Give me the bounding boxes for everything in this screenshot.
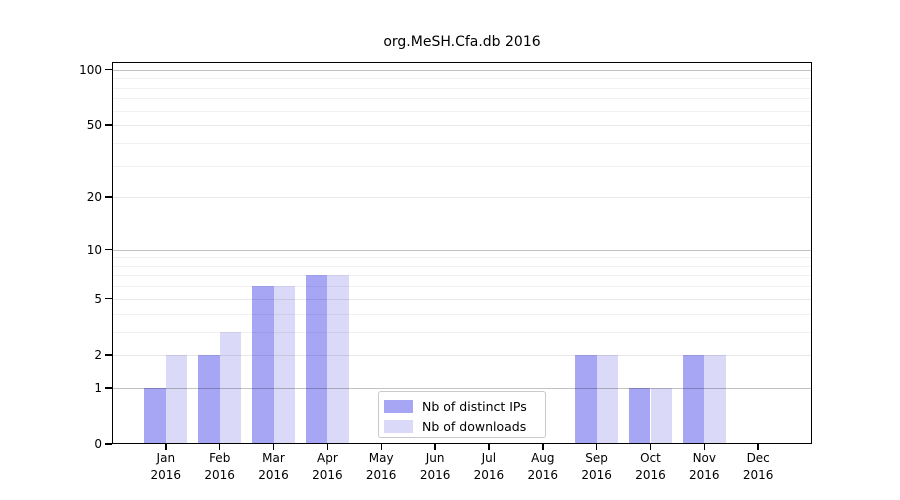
minor-gridline xyxy=(112,98,812,100)
x-axis-tick xyxy=(542,444,544,450)
y-axis-tick xyxy=(105,297,112,300)
bar-downloads xyxy=(273,286,295,444)
y-tick-label: 1 xyxy=(94,380,102,395)
y-tick-label: 50 xyxy=(86,118,102,133)
bar-downloads xyxy=(596,354,619,444)
x-tick-label: Nov 2016 xyxy=(689,451,720,482)
major-gridline xyxy=(112,125,812,127)
bar-downloads xyxy=(704,354,726,444)
bar-downloads xyxy=(327,275,349,444)
minor-gridline xyxy=(112,142,812,144)
y-axis-tick xyxy=(105,354,112,356)
x-tick-label: Feb 2016 xyxy=(204,451,235,482)
x-axis-tick xyxy=(703,444,706,450)
bar-distinct-ips xyxy=(628,387,651,444)
x-axis-tick xyxy=(488,444,490,450)
bar-distinct-ips xyxy=(575,354,597,444)
minor-gridline xyxy=(112,286,812,288)
legend-item-distinct-ips: Nb of distinct IPs xyxy=(384,397,545,416)
minor-gridline xyxy=(112,165,812,167)
bar-downloads xyxy=(165,354,188,444)
minor-gridline xyxy=(112,87,812,89)
bar-distinct-ips xyxy=(682,354,705,444)
major-gridline xyxy=(112,298,812,300)
x-tick-label: May 2016 xyxy=(365,451,397,482)
x-tick-label: Oct 2016 xyxy=(635,451,666,482)
x-tick-label: Jul 2016 xyxy=(473,451,505,482)
y-tick-label: 0 xyxy=(94,437,102,451)
x-tick-label: Jun 2016 xyxy=(419,451,451,482)
x-axis-tick xyxy=(326,444,329,450)
minor-gridline xyxy=(112,265,812,267)
y-tick-label: 100 xyxy=(79,62,102,77)
major-gridline xyxy=(112,387,812,389)
legend-label-distinct-ips: Nb of distinct IPs xyxy=(422,399,527,414)
y-axis-tick xyxy=(105,248,112,251)
minor-gridline xyxy=(112,275,812,277)
x-tick-label: Apr 2016 xyxy=(312,451,343,482)
bar-downloads xyxy=(219,331,242,444)
bar-downloads xyxy=(650,387,672,444)
y-axis-tick xyxy=(105,443,112,445)
minor-gridline xyxy=(112,110,812,112)
minor-gridline xyxy=(112,331,812,333)
x-tick-label: Jan 2016 xyxy=(150,451,182,482)
x-axis-tick xyxy=(434,444,436,450)
x-axis-tick xyxy=(595,444,598,450)
x-axis-tick xyxy=(165,444,167,450)
x-tick-label: Dec 2016 xyxy=(742,451,774,482)
x-axis-tick xyxy=(272,444,275,450)
minor-gridline xyxy=(112,78,812,80)
y-axis-tick xyxy=(105,124,112,126)
y-tick-label: 5 xyxy=(94,291,102,306)
y-axis-tick xyxy=(105,387,112,389)
legend-swatch-downloads xyxy=(384,420,413,433)
x-tick-label: Aug 2016 xyxy=(527,451,559,482)
y-axis-tick xyxy=(105,196,112,198)
y-axis-tick xyxy=(105,68,112,71)
y-tick-label: 2 xyxy=(94,347,102,362)
legend-label-downloads: Nb of downloads xyxy=(422,419,527,434)
chart-title: org.MeSH.Cfa.db 2016 xyxy=(383,34,541,50)
y-tick-label: 10 xyxy=(86,242,102,257)
bar-distinct-ips xyxy=(305,275,328,444)
x-axis-tick xyxy=(218,444,221,450)
y-tick-label: 20 xyxy=(86,190,102,205)
minor-gridline xyxy=(112,313,812,315)
x-axis-tick xyxy=(757,444,759,450)
minor-gridline xyxy=(112,257,812,259)
x-tick-label: Sep 2016 xyxy=(581,451,612,482)
major-gridline xyxy=(112,197,812,199)
major-gridline xyxy=(112,354,812,356)
legend-item-downloads: Nb of downloads xyxy=(384,417,545,436)
x-axis-tick xyxy=(380,444,382,450)
x-axis-tick xyxy=(649,444,652,450)
x-tick-label: Mar 2016 xyxy=(258,451,289,482)
bar-distinct-ips xyxy=(252,286,274,444)
legend: Nb of distinct IPs Nb of downloads xyxy=(378,391,546,438)
major-gridline xyxy=(112,249,812,251)
bar-distinct-ips xyxy=(144,387,166,444)
major-gridline xyxy=(112,69,812,71)
legend-swatch-distinct-ips xyxy=(384,400,413,413)
bar-distinct-ips xyxy=(198,354,220,444)
